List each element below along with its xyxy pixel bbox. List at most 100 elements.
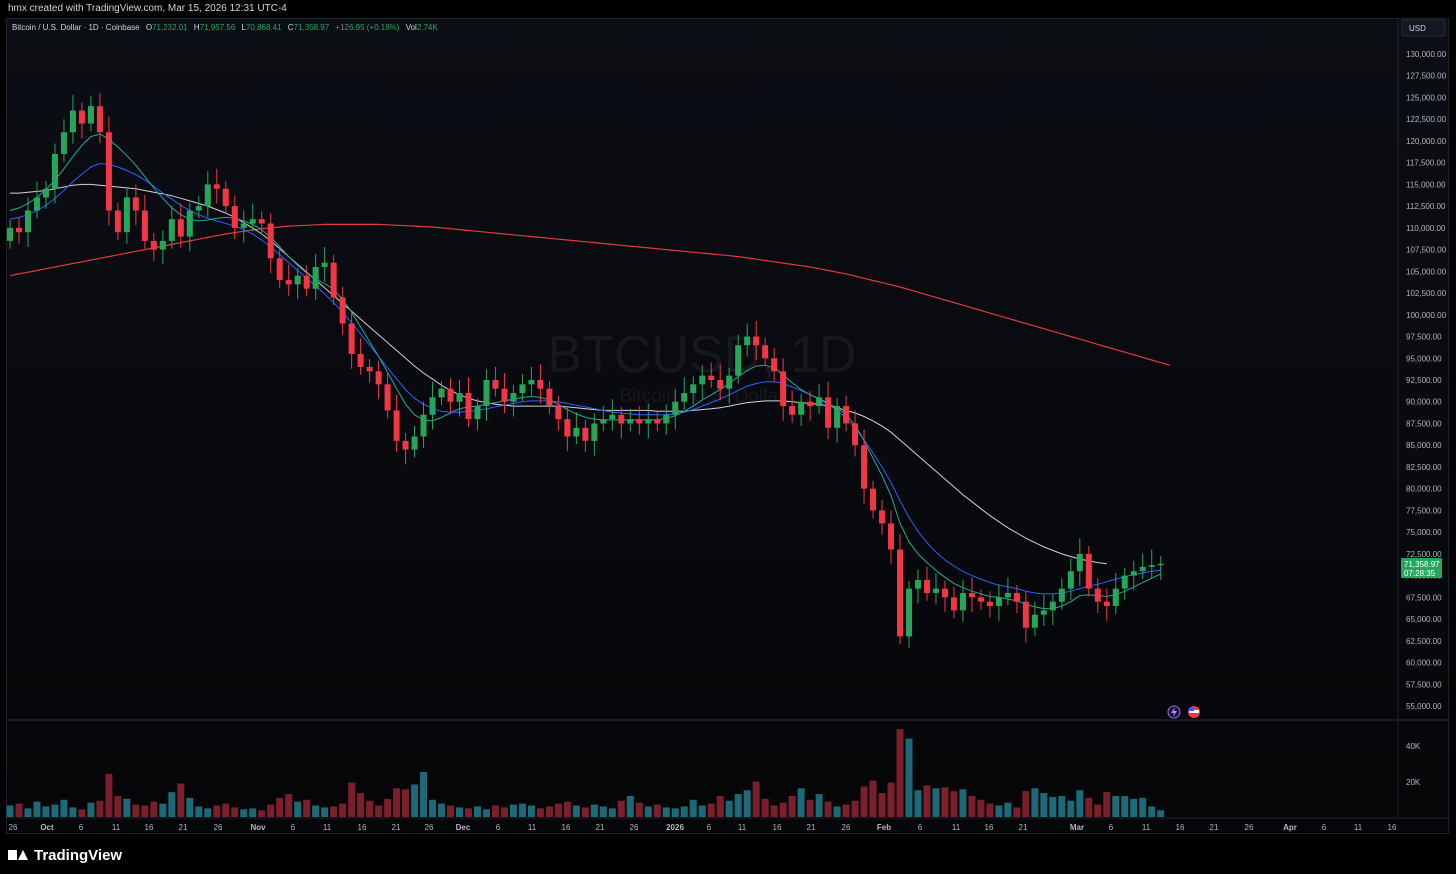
time-axis[interactable]: 26 Oct 6 11 16 21 26 Nov 6 11 16 21 26 Dec 6 11 16 21 26 20…: [9, 823, 1397, 832]
volume-bar: [797, 788, 805, 817]
price-tick: 115,000.00: [1406, 180, 1446, 189]
candle-body: [546, 388, 553, 407]
volume-bar: [653, 804, 661, 817]
time-tick: 2026: [666, 823, 684, 832]
volume-bar: [761, 798, 769, 817]
candle-body: [402, 440, 409, 450]
volume-bar: [114, 795, 122, 817]
volume-bar: [887, 782, 895, 817]
candle-body: [762, 345, 769, 359]
candle-body: [950, 597, 957, 611]
time-tick: 6: [496, 823, 501, 832]
price-tick: 62,500.00: [1406, 637, 1442, 646]
volume-bar: [626, 795, 634, 817]
candle-body: [312, 266, 319, 289]
candle-body: [986, 601, 993, 607]
candle-body: [1094, 588, 1101, 602]
candle-body: [807, 401, 814, 407]
candle-body: [816, 397, 823, 407]
volume-bar: [482, 809, 490, 817]
candle-body: [195, 206, 202, 211]
candle-body: [240, 223, 247, 228]
volume-bar: [617, 800, 625, 817]
price-tick: 100,000.00: [1406, 311, 1447, 320]
volume-bar: [968, 795, 976, 817]
volume-bar: [680, 806, 688, 817]
time-tick: 6: [1109, 823, 1114, 832]
time-tick: 21: [1019, 823, 1028, 832]
time-tick: 11: [323, 823, 332, 832]
candle-body: [393, 410, 400, 441]
candle-body: [78, 110, 85, 124]
volume-bar: [608, 808, 616, 817]
candle-body: [366, 366, 373, 372]
volume-bar: [231, 807, 239, 817]
volume-bar: [833, 806, 841, 817]
volume-bar: [222, 803, 230, 817]
volume-bar: [1004, 802, 1012, 817]
volume-bar: [779, 802, 787, 817]
candle-body: [555, 406, 562, 420]
volume-axis[interactable]: 40K 20K: [1406, 742, 1421, 787]
volume-bar: [554, 803, 562, 817]
volume-bar: [842, 804, 850, 817]
time-tick: 16: [1176, 823, 1185, 832]
lightning-event-icon[interactable]: [1167, 705, 1181, 719]
time-tick: 21: [1210, 823, 1219, 832]
time-tick: Oct: [40, 823, 54, 832]
time-tick: 26: [9, 823, 18, 832]
legend-vol-value: 2.74K: [417, 23, 439, 32]
candle-body: [357, 353, 364, 367]
candle-body: [959, 592, 966, 611]
volume-bar: [1022, 791, 1030, 817]
candle-body: [1013, 592, 1020, 602]
candle-body: [213, 184, 220, 189]
us-flag-event-icon[interactable]: [1188, 706, 1200, 718]
candle-body: [995, 597, 1002, 607]
candle-body: [1121, 575, 1128, 589]
candle-body: [1130, 571, 1137, 576]
candle-body: [321, 262, 328, 267]
time-tick: 11: [528, 823, 537, 832]
candle-body: [654, 419, 661, 424]
candle-body: [222, 188, 229, 207]
volume-bar: [87, 802, 95, 817]
chart-panel[interactable]: [6, 18, 1449, 834]
volume-bar: [950, 791, 958, 817]
candle-body: [564, 419, 571, 437]
time-tick: 26: [630, 823, 639, 832]
volume-bar: [986, 803, 994, 817]
last-price-countdown: 07:28:35: [1404, 569, 1436, 578]
volume-bar: [851, 800, 859, 817]
candle-body: [51, 153, 58, 189]
volume-bar: [78, 809, 86, 817]
candle-body: [573, 427, 580, 437]
volume-bar: [725, 800, 733, 817]
volume-bar: [752, 781, 760, 817]
price-tick: 85,000.00: [1406, 441, 1442, 450]
volume-bar: [6, 805, 14, 817]
time-tick: Apr: [1283, 823, 1297, 832]
candle-body: [600, 419, 607, 424]
candle-body: [465, 393, 472, 420]
price-tick: 82,500.00: [1406, 463, 1442, 472]
volume-bar: [1112, 795, 1120, 817]
price-axis[interactable]: 130,000.00 127,500.00 125,000.00 122,500.00…: [1406, 50, 1447, 711]
time-tick: 11: [1354, 823, 1363, 832]
volume-bar: [384, 798, 392, 817]
volume-bar: [24, 808, 32, 817]
candle-body: [456, 393, 463, 402]
volume-bar: [321, 807, 329, 817]
candle-body: [339, 297, 346, 324]
candle-body: [330, 262, 337, 298]
currency-button[interactable]: [1401, 19, 1446, 37]
volume-bar: [500, 807, 508, 817]
time-tick: 16: [985, 823, 994, 832]
candle-body: [914, 579, 921, 589]
volume-bar: [285, 794, 293, 817]
candle-body: [906, 588, 912, 637]
volume-bar: [69, 807, 77, 817]
tradingview-footer[interactable]: TradingView: [8, 846, 122, 864]
time-tick: 6: [1322, 823, 1327, 832]
